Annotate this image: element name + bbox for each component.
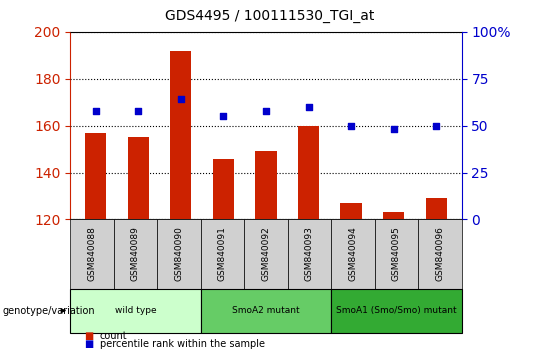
Bar	[85, 133, 106, 219]
Text: GDS4495 / 100111530_TGI_at: GDS4495 / 100111530_TGI_at	[165, 9, 375, 23]
Point	[262, 108, 271, 114]
Point	[432, 123, 441, 129]
Point	[134, 108, 143, 114]
Bar	[170, 51, 192, 219]
Text: GSM840088: GSM840088	[87, 227, 97, 281]
Text: GSM840094: GSM840094	[348, 227, 357, 281]
Text: GSM840093: GSM840093	[305, 227, 314, 281]
Text: GSM840091: GSM840091	[218, 227, 227, 281]
Point	[219, 113, 228, 119]
Text: ■: ■	[84, 331, 93, 341]
Bar	[426, 198, 447, 219]
Point	[347, 123, 355, 129]
Bar	[383, 212, 404, 219]
Bar	[298, 126, 319, 219]
Text: ■: ■	[84, 339, 93, 349]
Point	[389, 127, 398, 132]
Text: GSM840089: GSM840089	[131, 227, 140, 281]
Text: genotype/variation: genotype/variation	[3, 306, 96, 316]
Text: GSM840095: GSM840095	[392, 227, 401, 281]
Text: SmoA2 mutant: SmoA2 mutant	[232, 306, 300, 315]
Bar	[127, 137, 149, 219]
Text: GSM840096: GSM840096	[435, 227, 444, 281]
Text: count: count	[100, 331, 127, 341]
Bar	[340, 203, 362, 219]
Text: GSM840090: GSM840090	[174, 227, 184, 281]
Point	[304, 104, 313, 110]
Text: GSM840092: GSM840092	[261, 227, 271, 281]
Point	[91, 108, 100, 114]
Bar	[255, 152, 276, 219]
Text: wild type: wild type	[114, 306, 156, 315]
Text: percentile rank within the sample: percentile rank within the sample	[100, 339, 265, 349]
Text: SmoA1 (Smo/Smo) mutant: SmoA1 (Smo/Smo) mutant	[336, 306, 457, 315]
Bar	[213, 159, 234, 219]
Point	[177, 97, 185, 102]
